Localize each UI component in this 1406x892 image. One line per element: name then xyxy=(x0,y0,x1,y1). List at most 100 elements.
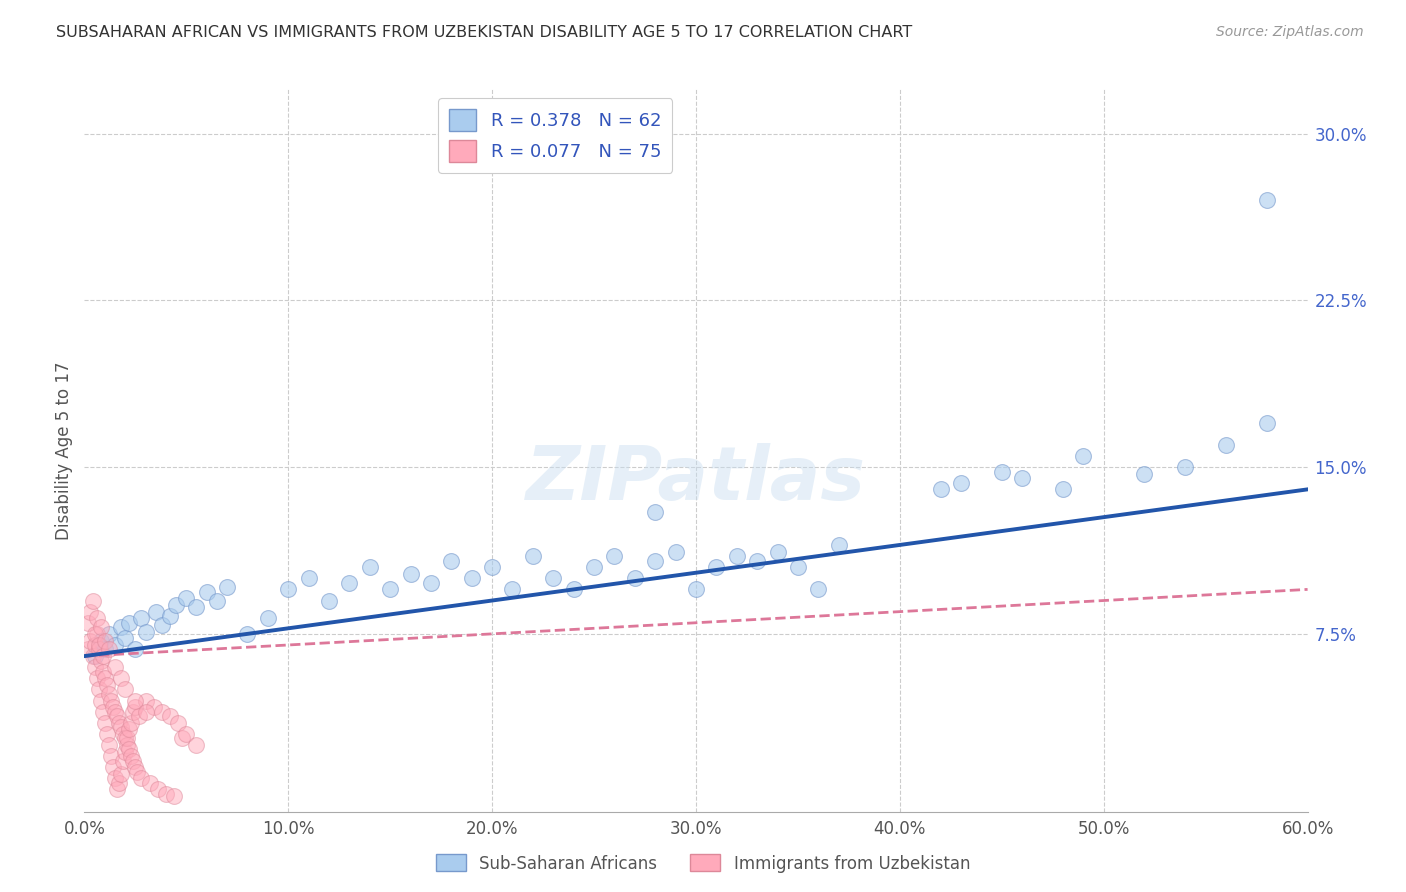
Point xyxy=(90,693,112,707)
Point xyxy=(644,553,666,567)
Point xyxy=(217,580,239,594)
Point xyxy=(172,731,194,746)
Point xyxy=(399,566,422,581)
Point xyxy=(991,465,1014,479)
Text: SUBSAHARAN AFRICAN VS IMMIGRANTS FROM UZBEKISTAN DISABILITY AGE 5 TO 17 CORRELAT: SUBSAHARAN AFRICAN VS IMMIGRANTS FROM UZ… xyxy=(56,25,912,40)
Point xyxy=(186,738,208,752)
Point xyxy=(101,760,124,774)
Point xyxy=(83,660,105,674)
Point xyxy=(146,782,169,797)
Point xyxy=(120,715,142,730)
Point xyxy=(828,538,851,552)
Legend: Sub-Saharan Africans, Immigrants from Uzbekistan: Sub-Saharan Africans, Immigrants from Uz… xyxy=(429,847,977,880)
Point xyxy=(104,705,127,719)
Point xyxy=(104,660,127,674)
Point xyxy=(1052,483,1074,497)
Point xyxy=(124,700,146,714)
Point xyxy=(104,638,127,652)
Point xyxy=(83,649,105,664)
Point xyxy=(950,475,973,490)
Point xyxy=(86,627,108,641)
Point xyxy=(481,560,503,574)
Point xyxy=(124,693,146,707)
Point xyxy=(86,611,108,625)
Point xyxy=(83,627,105,641)
Point xyxy=(108,776,131,790)
Point xyxy=(706,560,728,574)
Point xyxy=(186,600,208,615)
Point xyxy=(97,642,120,657)
Text: ZIPatlas: ZIPatlas xyxy=(526,442,866,516)
Point xyxy=(79,605,101,619)
Point xyxy=(115,731,138,746)
Point xyxy=(165,598,187,612)
Point xyxy=(105,782,128,797)
Point xyxy=(420,575,443,590)
Point xyxy=(135,705,157,719)
Point xyxy=(502,582,524,597)
Point xyxy=(112,727,135,741)
Point xyxy=(603,549,626,563)
Point xyxy=(114,745,136,759)
Point xyxy=(82,593,104,607)
Point xyxy=(122,705,145,719)
Point xyxy=(807,582,830,597)
Point xyxy=(112,754,135,768)
Point xyxy=(100,693,122,707)
Point xyxy=(787,560,810,574)
Point xyxy=(77,642,100,657)
Point xyxy=(167,715,190,730)
Point xyxy=(624,571,647,585)
Point xyxy=(87,682,110,697)
Point xyxy=(929,483,952,497)
Point xyxy=(1174,460,1197,475)
Point xyxy=(114,682,136,697)
Point xyxy=(543,571,565,585)
Point xyxy=(118,742,141,756)
Point xyxy=(359,560,381,574)
Point xyxy=(87,638,110,652)
Point xyxy=(644,505,666,519)
Point xyxy=(1133,467,1156,481)
Point xyxy=(131,611,153,625)
Point xyxy=(90,654,112,668)
Point xyxy=(87,642,110,657)
Point xyxy=(236,627,259,641)
Point xyxy=(135,693,157,707)
Point xyxy=(100,749,122,764)
Point xyxy=(159,709,181,723)
Point xyxy=(277,582,299,597)
Point xyxy=(318,593,340,607)
Point xyxy=(205,593,228,607)
Point xyxy=(110,720,132,734)
Point xyxy=(150,705,173,719)
Point xyxy=(105,709,128,723)
Point xyxy=(122,754,145,768)
Point xyxy=(747,553,769,567)
Point xyxy=(91,649,114,664)
Point xyxy=(440,553,463,567)
Point xyxy=(91,665,114,679)
Point xyxy=(120,749,142,764)
Point xyxy=(77,615,100,630)
Legend: R = 0.378   N = 62, R = 0.077   N = 75: R = 0.378 N = 62, R = 0.077 N = 75 xyxy=(439,98,672,173)
Point xyxy=(124,642,146,657)
Point xyxy=(522,549,544,563)
Point xyxy=(145,605,167,619)
Point xyxy=(82,649,104,664)
Point xyxy=(195,584,218,599)
Point xyxy=(562,582,585,597)
Point xyxy=(108,715,131,730)
Point xyxy=(127,764,149,779)
Point xyxy=(725,549,748,563)
Point xyxy=(766,544,789,558)
Point xyxy=(110,620,132,634)
Point xyxy=(1256,416,1278,430)
Point xyxy=(93,642,115,657)
Point xyxy=(90,633,112,648)
Point xyxy=(685,582,707,597)
Point xyxy=(380,582,402,597)
Point xyxy=(1073,449,1095,463)
Point xyxy=(93,671,115,685)
Point xyxy=(1011,471,1033,485)
